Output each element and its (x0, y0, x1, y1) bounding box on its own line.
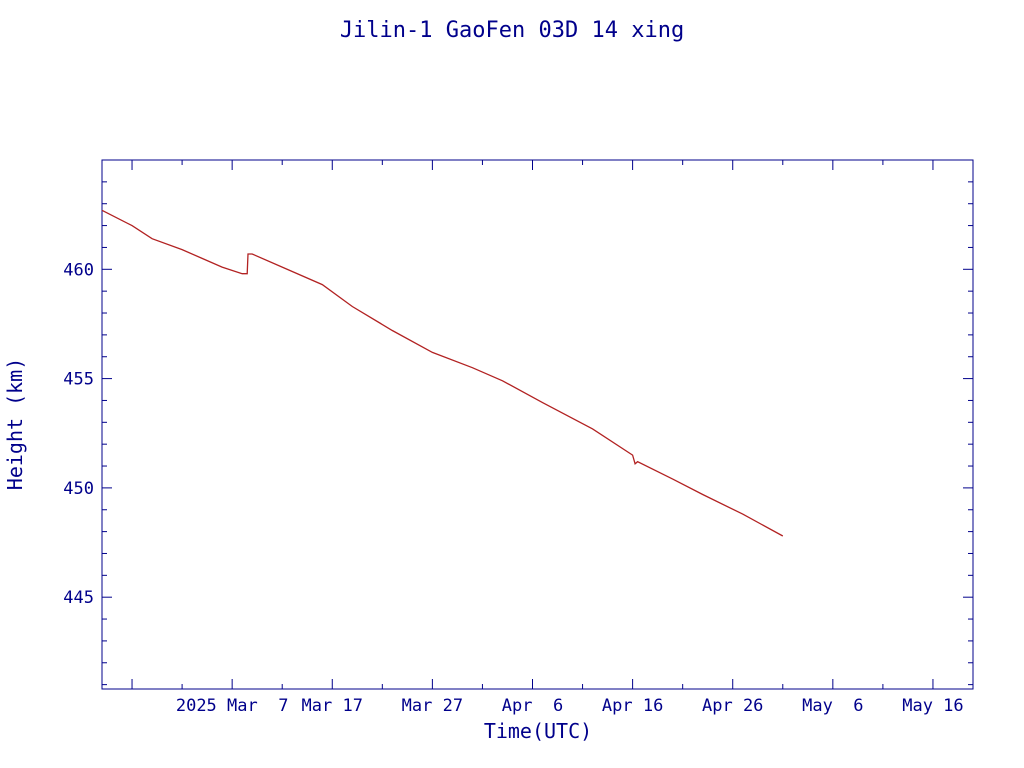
y-tick-label: 450 (63, 479, 94, 499)
y-tick-label: 445 (63, 588, 94, 608)
x-tick-labels: 2025 Mar 7 Mar 17 Mar 27 Apr 6 Apr 16 Apr 26 M… (176, 696, 964, 716)
x-axis-title: Time(UTC) (484, 719, 592, 743)
x-tick-label: Mar 17 (302, 696, 363, 716)
x-tick-label: Mar 27 (402, 696, 463, 716)
x-tick-label: May 6 (802, 696, 863, 716)
y-tick-label: 460 (63, 260, 94, 280)
chart-title: Jilin-1 GaoFen 03D 14 xing (340, 18, 684, 43)
axis-ticks (102, 159, 973, 689)
x-tick-label: Apr 26 (702, 696, 763, 716)
x-tick-label: May 16 (902, 696, 963, 716)
x-tick-label: 2025 Mar 7 (176, 696, 289, 716)
plot-frame (101, 159, 974, 690)
x-tick-label: Apr 16 (602, 696, 663, 716)
x-tick-label: Apr 6 (502, 696, 563, 716)
y-axis-title: Height (km) (3, 358, 27, 490)
height-series-line (101, 209, 784, 537)
y-tick-labels: 445 450 455 460 (63, 260, 94, 608)
y-tick-label: 455 (63, 370, 94, 390)
